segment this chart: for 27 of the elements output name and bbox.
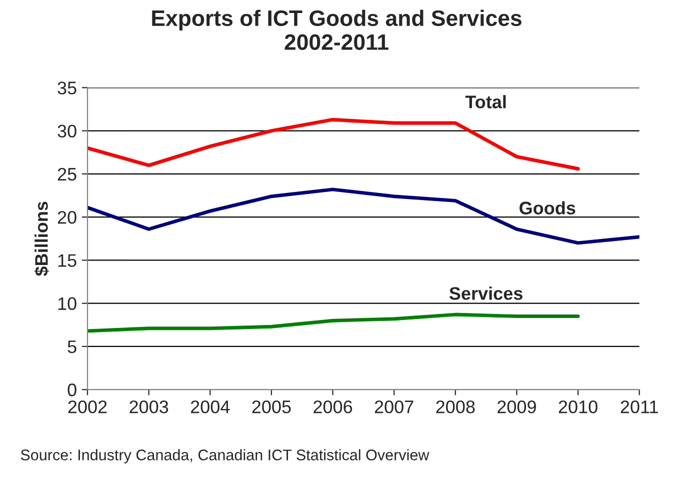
x-tick-label: 2002 bbox=[68, 400, 107, 414]
y-axis-title: $Billions bbox=[34, 202, 50, 276]
line-series bbox=[87, 188, 640, 245]
series-label: Total bbox=[465, 95, 506, 108]
y-tick-label: 0 bbox=[68, 384, 76, 396]
x-tick-label: 2005 bbox=[252, 400, 291, 414]
x-tick-label: 2007 bbox=[374, 400, 414, 414]
y-tick-label: 20 bbox=[58, 210, 76, 224]
x-tick-label: 2008 bbox=[436, 400, 475, 414]
series-label: Goods bbox=[520, 201, 576, 214]
source-note: Source: Industry Canada, Canadian ICT Statistical Overview bbox=[20, 449, 430, 464]
x-tick-label: 2006 bbox=[314, 400, 352, 414]
y-tick-label: 30 bbox=[58, 124, 76, 138]
line-series bbox=[87, 118, 580, 170]
y-tick-label: 25 bbox=[58, 168, 76, 181]
x-tick-label: 2011 bbox=[620, 400, 658, 414]
chart-title: Exports of ICT Goods and Services 2002-2011 bbox=[152, 10, 522, 50]
y-tick-label: 10 bbox=[58, 297, 76, 310]
x-tick-label: 2003 bbox=[130, 400, 168, 414]
x-tick-label: 2010 bbox=[558, 400, 598, 414]
y-tick-label: 35 bbox=[58, 82, 76, 94]
y-tick-label: 15 bbox=[58, 254, 76, 267]
line-series bbox=[87, 312, 580, 333]
x-tick-label: 2009 bbox=[498, 400, 536, 414]
x-tick-label: 2004 bbox=[190, 400, 230, 414]
series-label: Services bbox=[449, 286, 522, 300]
y-tick-label: 5 bbox=[68, 340, 76, 354]
